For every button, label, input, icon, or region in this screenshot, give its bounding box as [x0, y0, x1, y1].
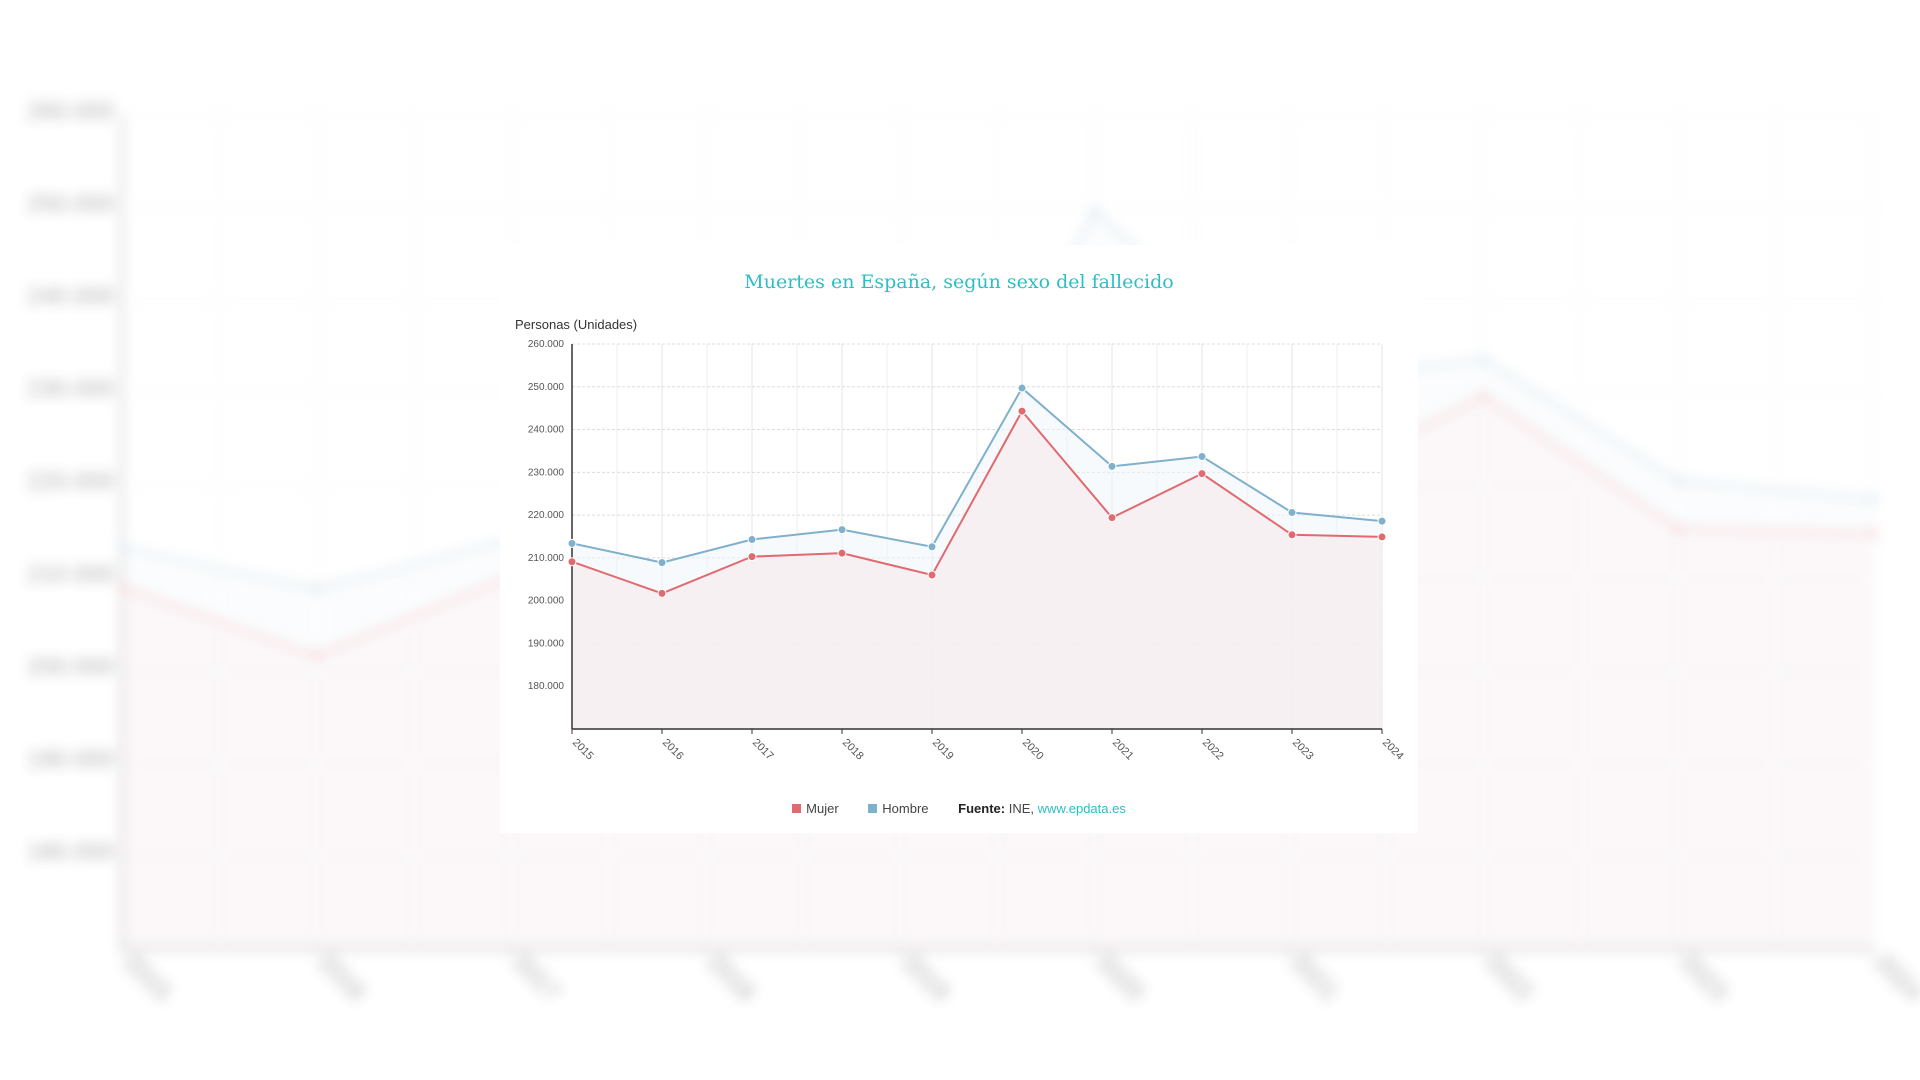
source-link[interactable]: www.epdata.es: [1037, 801, 1126, 816]
x-tick-label: 2023: [1674, 947, 1733, 1006]
data-point-hombre: [1479, 354, 1489, 364]
chart-plot: 180.000 190.000 200.000 210.000 220.000 230.0…: [528, 339, 1406, 763]
x-tick-label: 2018: [701, 947, 760, 1006]
data-point-mujer: [117, 582, 127, 592]
x-tick-label: 2024: [1380, 737, 1406, 763]
data-point-hombre: [1287, 508, 1297, 518]
data-point-hombre: [747, 534, 757, 544]
legend-swatch-mujer: [792, 804, 802, 813]
data-point-hombre: [117, 542, 127, 552]
data-point-hombre: [657, 558, 667, 568]
data-point-mujer: [1287, 530, 1297, 540]
x-tick-label: 2016: [312, 947, 371, 1006]
data-point-mujer: [1107, 513, 1117, 523]
y-tick-label: 230.000: [27, 376, 114, 403]
x-tick-label: 2019: [930, 737, 956, 763]
data-point-mujer: [1673, 524, 1683, 534]
x-tick-label: 2015: [118, 947, 177, 1006]
y-tick-label: 210.000: [528, 553, 565, 564]
data-point-mujer: [1197, 469, 1207, 479]
x-tick-label: 2017: [750, 737, 776, 763]
data-point-mujer: [747, 552, 757, 562]
y-tick-label: 220.000: [528, 510, 565, 521]
legend-item-mujer[interactable]: Mujer: [792, 801, 839, 816]
y-tick-label: 190.000: [27, 746, 114, 773]
x-tick-label: 2015: [570, 737, 596, 763]
data-point-hombre: [312, 584, 322, 594]
legend-swatch-hombre: [868, 804, 878, 813]
data-point-hombre: [1868, 494, 1878, 504]
data-point-hombre: [927, 542, 937, 552]
x-tick-label: 2022: [1200, 737, 1226, 763]
data-point-mujer: [1479, 391, 1489, 401]
y-tick-label: 200.000: [528, 596, 565, 607]
area-mujer: [572, 411, 1382, 729]
x-tick-label: 2024: [1869, 947, 1920, 1006]
data-point-hombre: [1377, 516, 1387, 526]
source-note: Fuente: INE, www.epdata.es: [958, 801, 1126, 816]
data-point-hombre: [1673, 476, 1683, 486]
series-line-hombre: [571, 386, 1383, 564]
x-tick-label: 2022: [1480, 947, 1539, 1006]
x-tick-label: 2017: [507, 947, 566, 1006]
series-line-mujer: [571, 409, 1383, 595]
data-point-hombre: [1090, 206, 1100, 216]
data-point-mujer: [1868, 528, 1878, 538]
data-point-hombre: [1197, 452, 1207, 462]
y-tick-label: 240.000: [27, 283, 114, 310]
x-tick-label: 2020: [1091, 947, 1150, 1006]
chart-title: Muertes en España, según sexo del fallec…: [744, 271, 1174, 293]
data-point-mujer: [1377, 532, 1387, 542]
y-tick-label: 180.000: [528, 681, 565, 692]
y-tick-label: 210.000: [27, 561, 114, 588]
legend: Mujer Hombre Fuente: INE, www.epdata.es: [500, 801, 1418, 816]
y-tick-label: 250.000: [528, 382, 565, 393]
x-tick-label: 2021: [1110, 737, 1136, 763]
data-point-mujer: [657, 588, 667, 598]
x-tick-label: 2019: [896, 947, 955, 1006]
x-tick-label: 2020: [1020, 737, 1046, 763]
data-point-mujer: [1017, 406, 1027, 416]
data-point-hombre: [837, 525, 847, 535]
y-tick-label: 250.000: [27, 191, 114, 218]
x-tick-label: 2016: [660, 737, 686, 763]
data-point-mujer: [837, 548, 847, 558]
legend-item-hombre[interactable]: Hombre: [868, 801, 929, 816]
x-tick-label: 2021: [1285, 947, 1344, 1006]
y-tick-label: 180.000: [27, 838, 114, 865]
y-tick-label: 240.000: [528, 425, 565, 436]
y-tick-label: 260.000: [27, 98, 114, 125]
x-tick-label: 2018: [840, 737, 866, 763]
data-point-mujer: [927, 570, 937, 580]
data-point-mujer: [312, 651, 322, 661]
data-point-hombre: [1017, 383, 1027, 393]
y-tick-label: 220.000: [27, 468, 114, 495]
y-tick-label: 230.000: [528, 467, 565, 478]
y-axis-label: Personas (Unidades): [515, 317, 638, 332]
y-tick-label: 200.000: [27, 653, 114, 680]
y-tick-label: 260.000: [528, 339, 565, 350]
chart-card: Muertes en España, según sexo del fallec…: [500, 245, 1418, 833]
y-tick-label: 190.000: [528, 638, 565, 649]
data-point-hombre: [1107, 461, 1117, 471]
data-point-hombre: [567, 538, 577, 548]
data-point-mujer: [567, 557, 577, 567]
x-tick-label: 2023: [1290, 737, 1316, 763]
